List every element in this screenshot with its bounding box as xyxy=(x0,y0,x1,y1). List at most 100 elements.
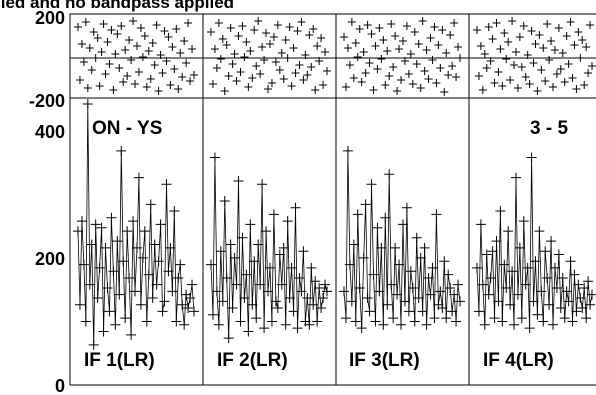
amplitude-point xyxy=(350,316,361,327)
amplitude-point xyxy=(169,206,180,217)
amplitude-point xyxy=(104,306,115,317)
amplitude-point xyxy=(439,256,450,267)
phase-point xyxy=(367,30,376,38)
phase-point xyxy=(97,48,106,56)
amplitude-point xyxy=(78,259,89,270)
amplitude-point xyxy=(390,242,401,253)
phase-point xyxy=(539,44,548,52)
amplitude-point xyxy=(290,202,301,213)
source-label: ON - YS xyxy=(92,118,162,139)
phase-point xyxy=(164,33,173,41)
amplitude-point xyxy=(340,313,351,324)
amplitude-point xyxy=(579,282,590,293)
if-label: IF 4(LR) xyxy=(483,350,554,371)
amplitude-point xyxy=(481,249,492,260)
phase-point xyxy=(109,86,118,94)
amplitude-point xyxy=(423,272,434,283)
amplitude-point xyxy=(540,246,551,257)
amplitude-point xyxy=(135,299,146,310)
phase-point xyxy=(422,46,431,54)
phase-point xyxy=(212,64,221,72)
amplitude-point xyxy=(288,306,299,317)
amplitude-point xyxy=(509,319,520,330)
amplitude-point xyxy=(173,272,184,283)
amplitude-point xyxy=(364,306,375,317)
phase-point xyxy=(473,26,481,34)
if-separators xyxy=(202,14,470,385)
amplitude-point xyxy=(137,252,148,263)
amplitude-point xyxy=(139,226,150,237)
phase-point xyxy=(74,23,82,31)
phase-point xyxy=(442,49,451,57)
phase-point xyxy=(527,27,536,35)
amplitude-point xyxy=(219,196,230,207)
phase-point xyxy=(418,17,427,25)
phase-point xyxy=(214,19,223,27)
phase-point xyxy=(452,73,461,81)
amplitude-point xyxy=(573,279,584,290)
phase-point xyxy=(340,33,348,41)
phase-point xyxy=(588,62,596,70)
phase-point xyxy=(476,42,485,50)
amplitude-point xyxy=(441,313,452,324)
amplitude-point xyxy=(243,326,254,337)
amplitude-point xyxy=(175,259,186,270)
amplitude-point xyxy=(255,279,266,290)
amplitude-point xyxy=(505,299,516,310)
phase-point xyxy=(152,21,161,29)
phase-point xyxy=(190,71,198,79)
phase-point xyxy=(271,58,280,66)
phase-point xyxy=(279,75,288,83)
phase-point xyxy=(543,20,552,28)
amplitude-point xyxy=(405,266,416,277)
amplitude-point xyxy=(443,269,454,280)
amplitude-point xyxy=(544,299,555,310)
amplitude-point xyxy=(559,313,570,324)
amplitude-point xyxy=(110,319,121,330)
phase-point xyxy=(381,81,390,89)
amplitude-point xyxy=(563,296,574,307)
phase-point xyxy=(265,40,274,48)
amplitude-point xyxy=(268,209,279,220)
phase-point xyxy=(307,63,316,71)
amplitude-point xyxy=(538,316,549,327)
phase-point xyxy=(410,28,419,36)
phase-point xyxy=(568,74,577,82)
amplitude-point xyxy=(378,319,389,330)
phase-point xyxy=(478,86,487,94)
phase-point xyxy=(550,46,559,54)
amplitude-point xyxy=(372,222,383,233)
phase-point xyxy=(456,54,464,62)
amplitude-point xyxy=(155,219,166,230)
phase-point xyxy=(123,72,132,80)
phase-point xyxy=(387,20,396,28)
phase-point xyxy=(275,66,284,74)
amplitude-point xyxy=(114,289,125,300)
amplitude-point xyxy=(73,226,83,237)
amplitude-point xyxy=(112,236,123,247)
phase-point xyxy=(311,86,320,94)
phase-point xyxy=(383,47,392,55)
phase-point xyxy=(301,51,310,59)
phase-point xyxy=(480,50,489,58)
phase-point xyxy=(81,18,90,26)
amplitude-point xyxy=(587,289,596,300)
amplitude-point xyxy=(447,306,458,317)
phase-point xyxy=(361,69,370,77)
phase-point xyxy=(562,32,571,40)
phase-point xyxy=(323,67,331,75)
phase-point xyxy=(533,87,542,95)
amplitude-panel-frame xyxy=(69,97,596,386)
phase-point xyxy=(132,42,141,50)
phase-point xyxy=(440,88,449,96)
phase-point xyxy=(515,33,524,41)
amplitude-point xyxy=(431,209,442,220)
phase-point xyxy=(283,54,292,62)
amplitude-point xyxy=(374,286,385,297)
amplitude-point xyxy=(310,276,321,287)
amplitude-point xyxy=(306,262,317,273)
amplitude-point xyxy=(399,296,410,307)
phase-point xyxy=(375,24,384,32)
amplitude-point xyxy=(437,303,448,314)
amplitude-point xyxy=(583,276,594,287)
